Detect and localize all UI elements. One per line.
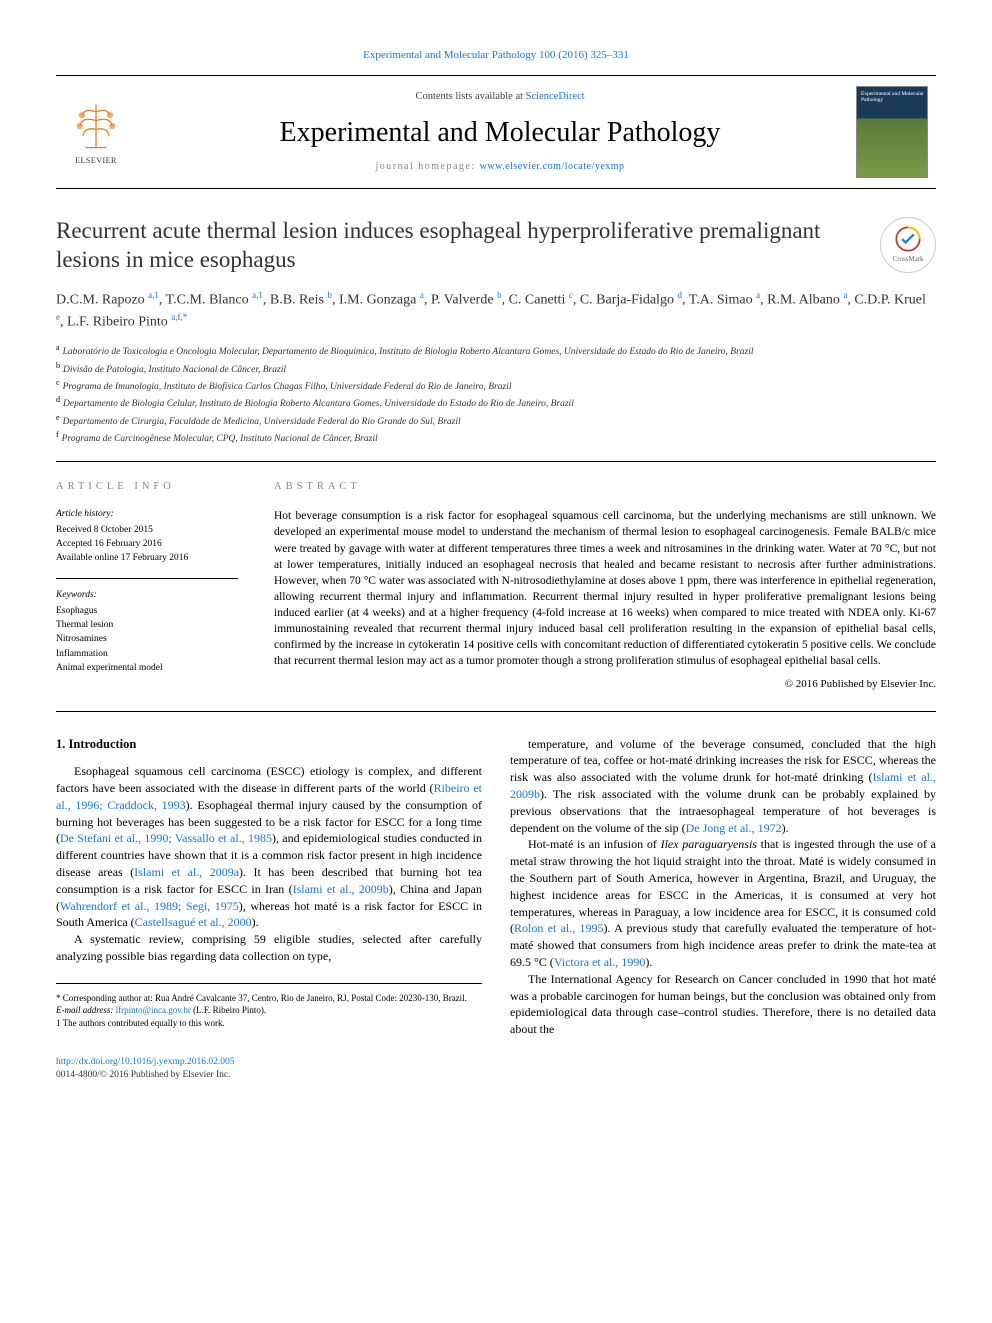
crossmark-icon [894,225,922,253]
cover-title: Experimental and Molecular Pathology [861,91,927,103]
contents-prefix: Contents lists available at [415,91,525,102]
footnotes: * Corresponding author at: Rua André Cav… [56,983,482,1030]
homepage-link[interactable]: www.elsevier.com/locate/yexmp [480,161,625,172]
elsevier-tree-icon [69,99,123,153]
email-link[interactable]: lfrpinto@inca.gov.br [116,1005,191,1015]
keywords-list: EsophagusThermal lesionNitrosaminesInfla… [56,604,238,675]
article-title: Recurrent acute thermal lesion induces e… [56,217,860,275]
top-citation[interactable]: Experimental and Molecular Pathology 100… [56,48,936,63]
abstract-heading: ABSTRACT [274,480,936,495]
affiliations-list: aLaboratório de Toxicologia e Oncologia … [56,342,936,461]
publisher-name: ELSEVIER [75,155,117,166]
homepage-label: journal homepage: [375,161,479,172]
elsevier-logo: ELSEVIER [64,96,128,168]
abstract-column: ABSTRACT Hot beverage consumption is a r… [256,462,936,711]
journal-cover-thumb: Experimental and Molecular Pathology [856,86,928,178]
history-heading: Article history: [56,508,238,521]
journal-name: Experimental and Molecular Pathology [144,113,856,152]
contents-available: Contents lists available at ScienceDirec… [144,90,856,105]
body-columns: 1. Introduction Esophageal squamous cell… [56,736,936,1038]
left-column: 1. Introduction Esophageal squamous cell… [56,736,482,1038]
corresponding-author: * Corresponding author at: Rua André Cav… [56,992,482,1005]
article-info-heading: ARTICLE INFO [56,480,238,495]
abstract-copyright: © 2016 Published by Elsevier Inc. [274,677,936,692]
doi-link[interactable]: http://dx.doi.org/10.1016/j.yexmp.2016.0… [56,1057,234,1067]
crossmark-label: CrossMark [892,255,923,265]
equal-contribution: 1 The authors contributed equally to thi… [56,1017,482,1030]
sciencedirect-link[interactable]: ScienceDirect [526,91,585,102]
email-attribution: (L.F. Ribeiro Pinto). [191,1005,266,1015]
email-label: E-mail address: [56,1005,116,1015]
intro-heading: 1. Introduction [56,736,482,754]
history-list: Received 8 October 2015Accepted 16 Febru… [56,524,238,566]
keywords-heading: Keywords: [56,589,238,602]
article-info-column: ARTICLE INFO Article history: Received 8… [56,462,256,711]
email-line: E-mail address: lfrpinto@inca.gov.br (L.… [56,1004,482,1017]
abstract-text: Hot beverage consumption is a risk facto… [274,508,936,669]
masthead: ELSEVIER Contents lists available at Sci… [56,75,936,189]
intro-text-right: temperature, and volume of the beverage … [510,736,936,1038]
crossmark-badge[interactable]: CrossMark [880,217,936,273]
right-column: temperature, and volume of the beverage … [510,736,936,1038]
issn-copyright: 0014-4800/© 2016 Published by Elsevier I… [56,1070,231,1080]
authors-list: D.C.M. Rapozo a,1, T.C.M. Blanco a,1, B.… [56,289,936,332]
footer: http://dx.doi.org/10.1016/j.yexmp.2016.0… [56,1056,936,1083]
journal-homepage: journal homepage: www.elsevier.com/locat… [144,160,856,174]
info-divider [56,578,238,579]
intro-text-left: Esophageal squamous cell carcinoma (ESCC… [56,763,482,965]
